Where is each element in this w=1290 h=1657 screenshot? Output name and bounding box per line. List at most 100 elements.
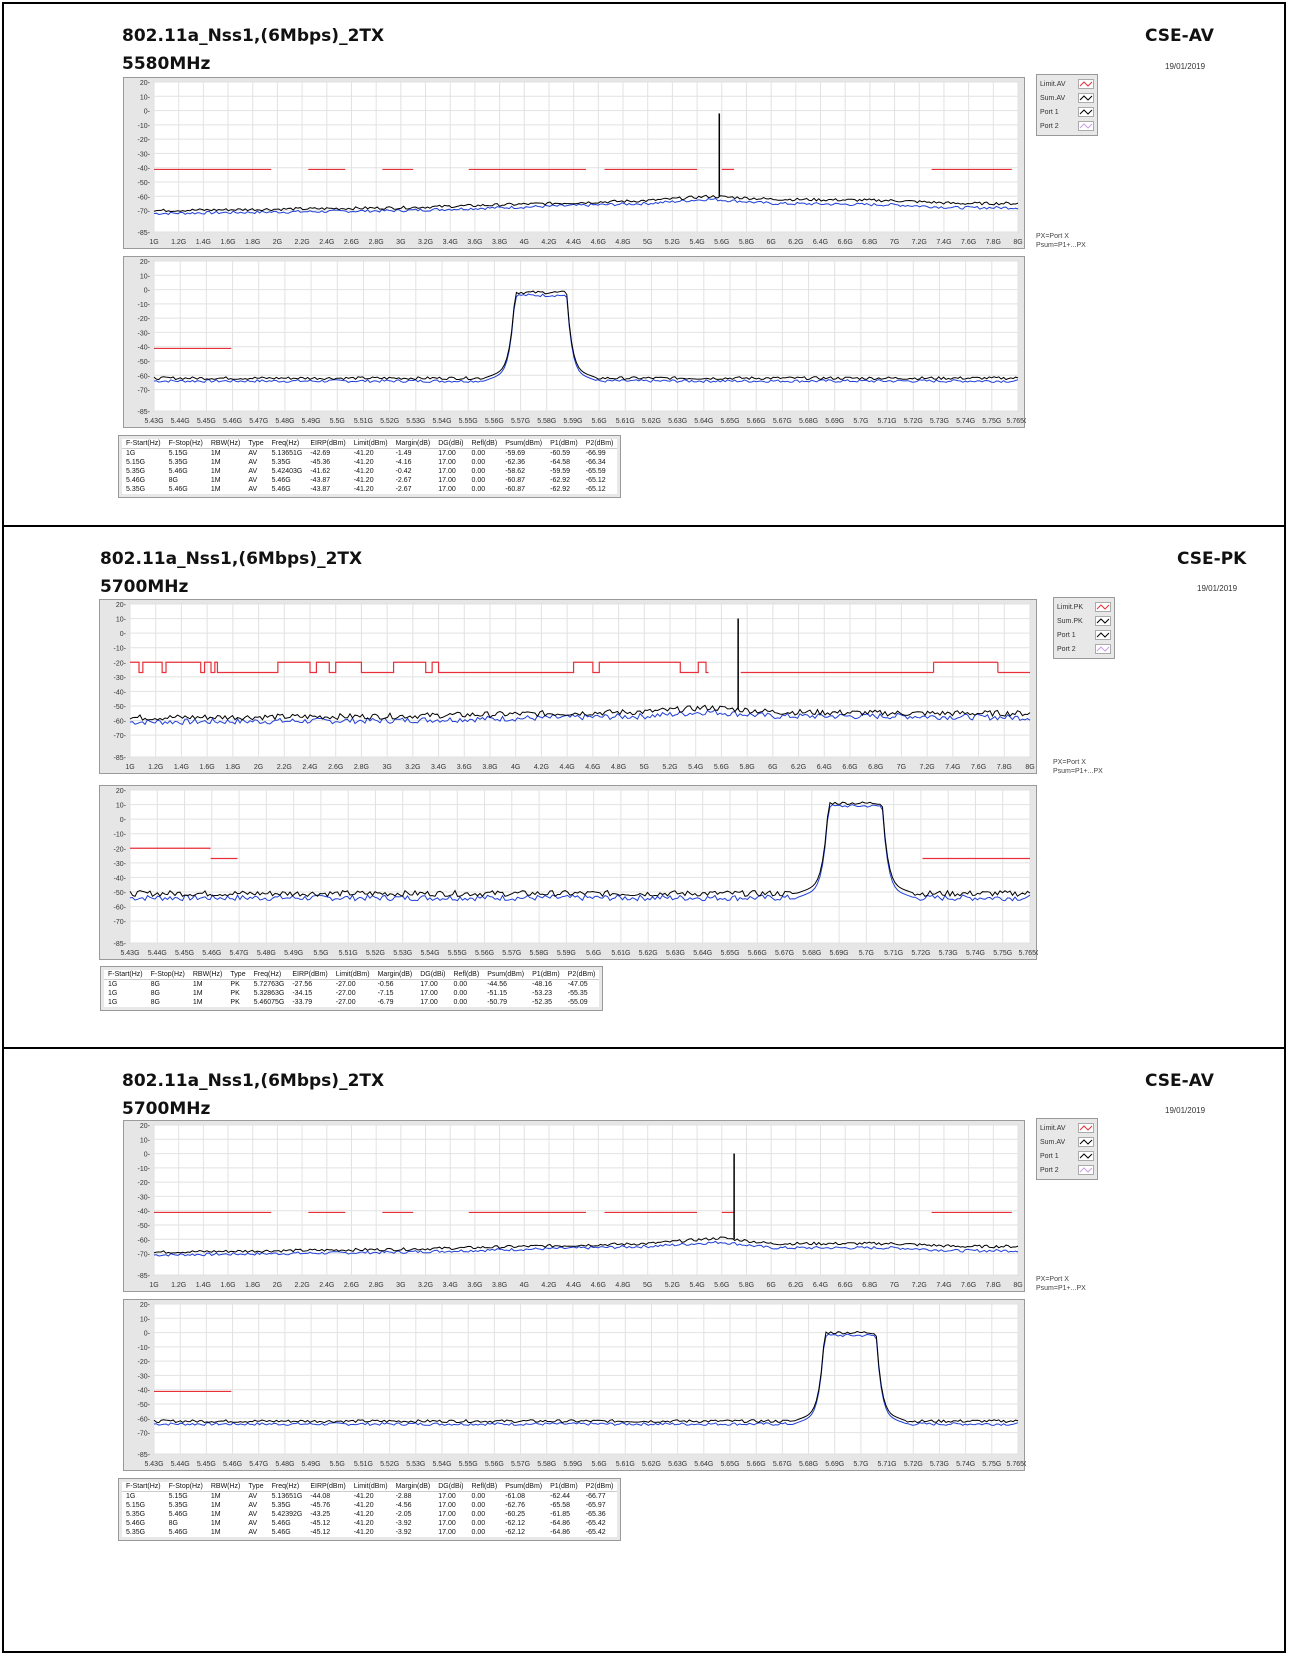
- table-cell: -52.35: [532, 999, 552, 1006]
- table-cell: 1M: [210, 1529, 221, 1536]
- x-tick-label: 2.2G: [295, 239, 310, 246]
- x-tick-label: 5.61G: [616, 418, 635, 425]
- y-tick-label: -20-: [138, 1180, 151, 1187]
- x-tick-label: 5.6G: [714, 764, 729, 771]
- x-tick-label: 3.8G: [492, 239, 507, 246]
- legend-item: Port 1: [1040, 1149, 1094, 1163]
- table-cell: 5.15G: [168, 450, 188, 457]
- table-row: 5.46G 8G 1M AV 5.46G -45.12 -41.20 -3.92 17.00 0.…: [122, 1519, 617, 1528]
- channel-frequency: 5580MHz: [122, 54, 211, 74]
- table-cell: -45.12: [310, 1529, 331, 1536]
- x-tick-label: 1.6G: [220, 239, 235, 246]
- table-row: 5.15G 5.35G 1M AV 5.35G -45.76 -41.20 -4.56 17.0…: [122, 1501, 617, 1510]
- table-header-row: F-Start(Hz) F-Stop(Hz) RBW(Hz) Type Freq(Hz)…: [122, 439, 618, 449]
- port-note: PX=Port X Psum=P1+...PX: [1036, 1275, 1086, 1293]
- x-tick-label: 5.52G: [380, 418, 399, 425]
- table-cell: -51.15: [487, 990, 508, 997]
- x-tick-label: 3G: [396, 239, 405, 246]
- x-tick-label: 5.61G: [616, 1461, 635, 1468]
- table-cell: -2.67: [395, 486, 412, 493]
- table-cell: -43.87: [310, 486, 331, 493]
- table-cell: 5.32863G: [253, 990, 285, 997]
- table-cell: -66.77: [585, 1493, 606, 1500]
- table-cell: 1M: [192, 990, 203, 997]
- table-cell: -44.08: [310, 1493, 331, 1500]
- table-cell: 17.00: [438, 1529, 456, 1536]
- x-tick-label: 5.53G: [406, 418, 425, 425]
- table-cell: 5.15G: [168, 1493, 188, 1500]
- table-cell: 17.00: [438, 1520, 456, 1527]
- x-tick-label: 5.48G: [275, 418, 294, 425]
- table-cell: -65.97: [585, 1502, 606, 1509]
- table-cell: 5.35G: [271, 459, 291, 466]
- x-tick-label: 2G: [273, 1282, 282, 1289]
- table-cell: -60.87: [505, 477, 526, 484]
- x-tick-label: 3.6G: [457, 764, 472, 771]
- results-table: F-Start(Hz) F-Stop(Hz) RBW(Hz) Type Freq(Hz)…: [122, 1482, 618, 1537]
- table-cell: 5.35G: [271, 1502, 291, 1509]
- legend-label: Port 2: [1040, 122, 1059, 130]
- table-header-cell: Refl(dB): [467, 1482, 502, 1492]
- x-tick-label: 5.59G: [563, 418, 582, 425]
- plot-svg: 20- 10- 0- -10- -20- -30- -40- -50- -60- -70- -85-…: [114, 788, 1038, 957]
- x-tick-label: 6.4G: [813, 239, 828, 246]
- x-tick-label: 5.64G: [693, 950, 712, 957]
- x-tick-label: 5.45G: [197, 1461, 216, 1468]
- x-tick-label: 1G: [125, 764, 134, 771]
- x-tick-label: 5.65G: [720, 1461, 739, 1468]
- detector-mode: CSE-PK: [1177, 549, 1247, 569]
- table-header-row: F-Start(Hz) F-Stop(Hz) RBW(Hz) Type Freq(Hz)…: [122, 1482, 618, 1492]
- x-tick-label: 3.4G: [431, 764, 446, 771]
- x-tick-label: 7.4G: [945, 764, 960, 771]
- table-cell: -0.56: [377, 981, 394, 988]
- table-cell: 1M: [210, 468, 221, 475]
- x-tick-label: 7.8G: [986, 1282, 1001, 1289]
- x-tick-label: 5.8G: [739, 239, 754, 246]
- x-tick-label: 4.4G: [566, 239, 581, 246]
- x-tick-label: 1.6G: [220, 1282, 235, 1289]
- x-tick-label: 5.65G: [720, 418, 739, 425]
- table-cell: -66.99: [585, 450, 606, 457]
- table-cell: -45.76: [310, 1502, 331, 1509]
- x-tick-label: 7.2G: [920, 764, 935, 771]
- table-cell: 1M: [210, 1502, 221, 1509]
- legend-item: Limit.AV: [1040, 1121, 1094, 1135]
- x-tick-label: 5.69G: [830, 950, 849, 957]
- table-row: 5.35G 5.46G 1M AV 5.46G -43.87 -41.20 -2.67 17.0…: [122, 485, 617, 494]
- table-cell: -41.20: [353, 1529, 374, 1536]
- table-cell: 5.35G: [126, 486, 146, 493]
- table-cell: -6.79: [377, 999, 394, 1006]
- table-cell: 5.46G: [126, 1520, 146, 1527]
- legend: Limit.PK Sum.PK Port 1 Port 2: [1053, 597, 1115, 659]
- zoom-spectrum-plot: 20- 10- 0- -10- -20- -30- -40- -50- -60- -70- -85-…: [123, 256, 1026, 428]
- x-tick-label: 5.7G: [859, 950, 874, 957]
- x-tick-label: 2.8G: [369, 239, 384, 246]
- detector-mode: CSE-AV: [1145, 1071, 1214, 1091]
- x-tick-label: 1G: [149, 239, 158, 246]
- table-cell: 0.00: [471, 1511, 486, 1518]
- table-header-cell: Limit(dBm): [349, 439, 392, 449]
- legend-item: Sum.AV: [1040, 91, 1094, 105]
- legend-swatch-icon: [1095, 602, 1111, 612]
- x-tick-label: 4.8G: [615, 1282, 630, 1289]
- table-cell: AV: [248, 459, 258, 466]
- x-tick-label: 5.4G: [689, 1282, 704, 1289]
- table-cell: 5.35G: [126, 1529, 146, 1536]
- y-tick-label: -20-: [138, 1359, 151, 1366]
- y-tick-label: -30-: [138, 330, 151, 337]
- y-tick-label: -10-: [138, 123, 151, 130]
- x-tick-label: 3.4G: [443, 1282, 458, 1289]
- full-spectrum-plot: 20- 10- 0- -10- -20- -30- -40- -50- -60- -70- -85-…: [123, 77, 1025, 249]
- table-cell: 5.13651G: [271, 450, 303, 457]
- table-cell: -48.16: [532, 981, 552, 988]
- x-tick-label: 1.8G: [225, 764, 240, 771]
- y-tick-label: 20-: [140, 259, 151, 266]
- x-tick-label: 5.59G: [563, 1461, 582, 1468]
- table-cell: 1M: [192, 981, 203, 988]
- x-tick-label: 5.49G: [284, 950, 303, 957]
- table-cell: -27.56: [292, 981, 313, 988]
- table-row: 1G 8G 1M PK 5.32863G -34.15 -27.00 -7.15 17.00 0.…: [104, 989, 599, 998]
- table-header-cell: F-Stop(Hz): [146, 970, 189, 980]
- table-header-cell: Margin(dB): [391, 439, 435, 449]
- x-tick-label: 5.44G: [171, 418, 190, 425]
